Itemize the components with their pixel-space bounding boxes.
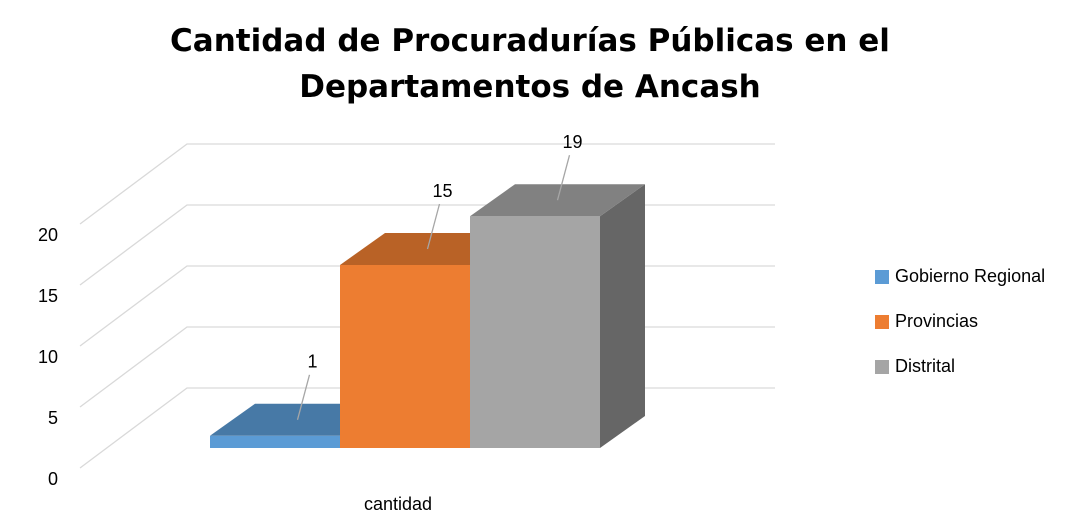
y-tick-label: 10 [38,347,58,367]
y-tick-label: 20 [38,225,58,245]
leader-line [426,203,441,250]
legend-swatch [875,315,889,329]
data-label: 15 [432,181,452,201]
bar-side [600,184,645,448]
bar [340,265,470,448]
data-label: 19 [562,132,582,152]
legend-swatch [875,270,889,284]
y-tick-label: 0 [48,469,58,489]
legend-label: Provincias [895,311,978,331]
chart-title: Cantidad de Procuradurías Públicas en el… [170,23,890,105]
legend-label: Gobierno Regional [895,266,1045,286]
data-label: 1 [307,352,317,372]
legend-swatch [875,360,889,374]
leader-line [556,155,571,201]
y-tick-label: 15 [38,286,58,306]
leader-line [296,374,311,420]
y-tick-label: 5 [48,408,58,428]
legend-label: Distrital [895,356,955,376]
x-tick-label: cantidad [364,494,432,514]
bar [470,216,600,448]
bar [210,435,340,448]
grid-line [79,143,775,225]
